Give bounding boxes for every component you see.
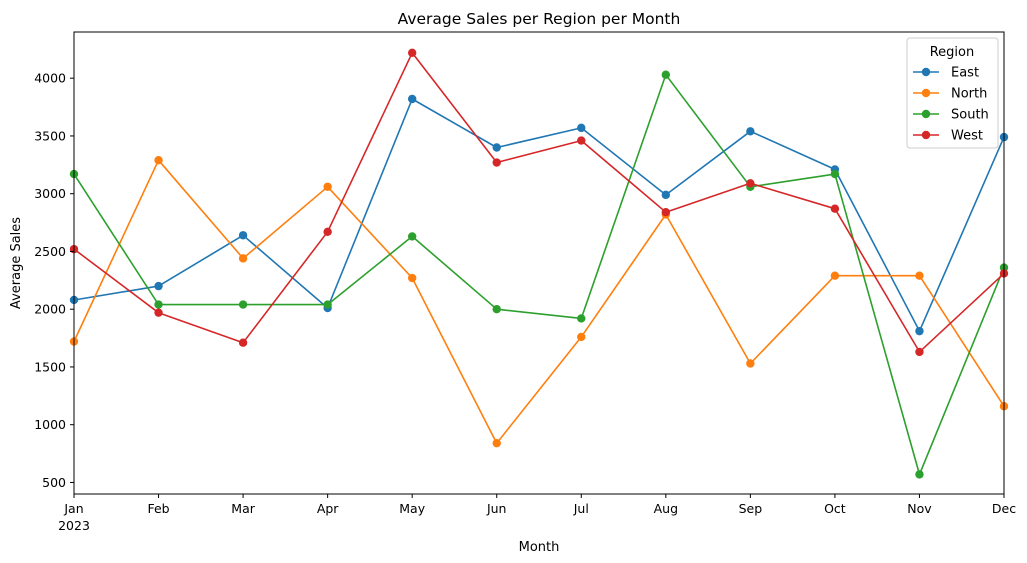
series-south <box>69 70 1009 479</box>
series-line-west <box>73 51 1005 353</box>
data-point-north-nov <box>915 271 924 280</box>
data-point-east-mar <box>238 231 248 240</box>
data-point-west-aug <box>661 207 671 217</box>
x-tick-label: Jun <box>486 501 507 516</box>
data-point-west-apr <box>323 227 332 237</box>
y-tick-label: 3000 <box>34 186 66 201</box>
series-east <box>69 94 1009 336</box>
data-point-south-may <box>407 232 417 241</box>
y-tick-label: 3500 <box>34 128 66 143</box>
x-tick-label: Sep <box>739 501 763 516</box>
data-point-south-nov <box>915 470 924 479</box>
x-tick-label: Jan <box>63 501 83 516</box>
x-tick-label: Feb <box>147 501 169 516</box>
y-tick-label: 500 <box>42 475 66 490</box>
x-axis-title: Month <box>519 540 560 555</box>
data-point-south-jun <box>492 305 501 314</box>
y-tick-label: 2000 <box>34 302 66 317</box>
data-point-north-feb <box>154 156 163 165</box>
series-west <box>69 48 1009 357</box>
data-point-west-jul <box>577 136 586 145</box>
y-axis-title: Average Sales <box>9 217 24 309</box>
series-line-south <box>73 73 1005 476</box>
x-tick-label: Jul <box>573 501 589 516</box>
data-point-south-feb <box>154 300 163 309</box>
data-point-north-sep <box>746 359 755 368</box>
data-point-north-jun <box>492 438 501 448</box>
legend-box <box>906 37 999 149</box>
x-tick-label: Oct <box>824 501 846 516</box>
data-point-west-feb <box>154 308 163 317</box>
data-point-north-apr <box>323 182 332 191</box>
data-point-north-may <box>407 273 417 283</box>
legend-marker-east <box>921 67 931 77</box>
series-north <box>69 156 1009 448</box>
data-point-north-jul <box>577 332 586 342</box>
x-tick-label: May <box>399 501 425 516</box>
data-point-north-oct <box>830 271 840 280</box>
y-tick-label: 2500 <box>34 244 66 259</box>
legend-label-north: North <box>951 87 987 102</box>
x-tick-label: Mar <box>231 501 255 516</box>
legend-marker-south <box>921 109 931 119</box>
x-tick-label: Aug <box>654 501 678 516</box>
legend-label-south: South <box>951 108 989 123</box>
x-tick-label: Dec <box>992 501 1016 516</box>
data-point-west-sep <box>746 179 755 188</box>
y-tick-label: 1000 <box>34 417 66 432</box>
data-point-west-nov <box>915 347 924 357</box>
legend-label-west: West <box>951 129 983 144</box>
legend-title: Region <box>930 45 975 60</box>
x-tick-label: Nov <box>907 501 932 516</box>
data-point-east-nov <box>915 326 924 336</box>
data-point-east-feb <box>154 281 163 291</box>
data-point-west-mar <box>238 338 248 347</box>
data-point-south-apr <box>323 300 332 309</box>
plot-frame <box>73 31 1005 495</box>
data-point-south-mar <box>238 300 248 309</box>
data-point-east-aug <box>661 190 671 200</box>
y-axis-ticks: 500 1000 1500 2000 2500 3000 3500 4000 <box>34 71 74 490</box>
chart-title: Average Sales per Region per Month <box>398 10 681 28</box>
y-tick-label: 1500 <box>34 359 66 374</box>
legend-marker-north <box>921 88 931 98</box>
plot-area <box>69 48 1009 479</box>
legend: Region East North South West <box>906 37 999 149</box>
legend-marker-west <box>921 130 931 140</box>
data-point-south-aug <box>661 70 671 79</box>
data-point-east-jul <box>577 123 586 133</box>
series-line-east <box>73 98 1005 332</box>
data-point-east-jun <box>492 143 501 152</box>
x-axis-ticks: Jan Feb Mar Apr May Jun Jul Aug Sep Oct Nov Dec <box>63 494 1016 516</box>
y-tick-label: 4000 <box>34 71 66 86</box>
data-point-west-jun <box>492 158 501 167</box>
data-point-south-oct <box>830 169 840 179</box>
data-point-west-may <box>407 48 417 57</box>
data-point-north-mar <box>238 254 248 263</box>
data-point-south-jul <box>577 314 586 323</box>
data-point-west-oct <box>830 204 840 213</box>
x-year-label: 2023 <box>58 518 90 533</box>
data-point-east-may <box>407 94 417 104</box>
x-tick-label: Apr <box>317 501 339 516</box>
data-point-east-sep <box>746 127 755 136</box>
legend-label-east: East <box>951 66 979 81</box>
series-line-north <box>73 159 1005 445</box>
